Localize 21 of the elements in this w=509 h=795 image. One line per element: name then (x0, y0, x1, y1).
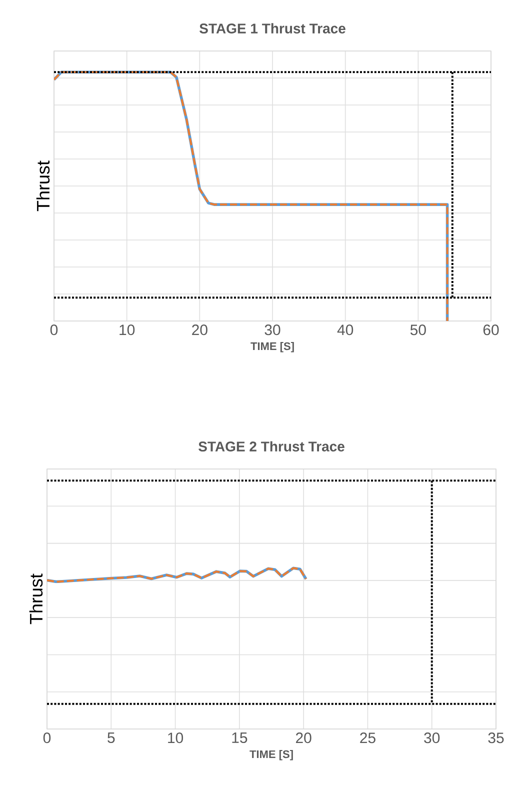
x-tick-label: 20 (192, 324, 208, 336)
x-tick-label: 40 (337, 324, 354, 336)
y-axis-title: Thrust (36, 160, 50, 212)
chart-title: STAGE 1 Thrust Trace (200, 23, 346, 34)
x-axis-title: TIME [S] (250, 750, 293, 760)
x-tick-label: 10 (120, 324, 135, 336)
x-tick-label: 50 (410, 324, 426, 336)
x-tick-label: 20 (296, 732, 312, 744)
x-tick-label: 5 (108, 732, 115, 743)
x-tick-label: 0 (43, 732, 51, 744)
x-tick-label: 25 (360, 732, 376, 744)
chart-title: STAGE 2 Thrust Trace (198, 441, 344, 452)
x-tick-label: 60 (483, 324, 499, 336)
x-tick-label: 30 (424, 732, 440, 744)
x-tick-label: 10 (168, 732, 184, 744)
x-axis-title: TIME [S] (250, 342, 294, 352)
y-axis-title: Thrust (29, 574, 43, 624)
x-tick-label: 15 (232, 732, 248, 743)
x-tick-label: 30 (264, 324, 280, 336)
x-tick-label: 0 (50, 324, 58, 336)
x-tick-label: 35 (488, 732, 504, 744)
